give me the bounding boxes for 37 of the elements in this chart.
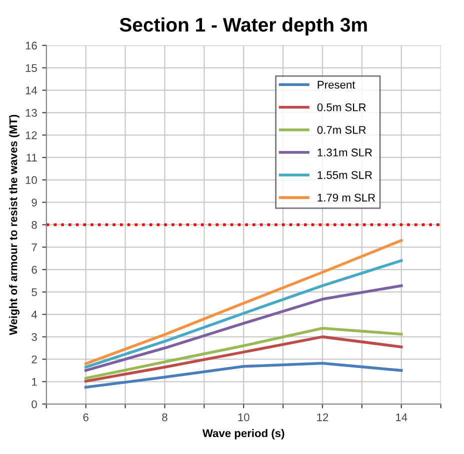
x-axis-title: Wave period (s) — [202, 429, 284, 440]
legend-label: Present — [318, 80, 356, 89]
chart-title: Section 1 - Water depth 3m — [120, 17, 367, 36]
y-tick-label: 14 — [26, 86, 38, 94]
y-tick-label: 16 — [26, 42, 37, 50]
legend-label: 0.7m SLR — [317, 126, 366, 134]
line-series — [84, 335, 403, 383]
y-tick-label: 9 — [32, 198, 37, 206]
y-tick-label: 15 — [26, 64, 37, 72]
y-tick-label: 5 — [32, 288, 37, 296]
line-series — [84, 259, 403, 368]
legend-label: 1.31m SLR — [318, 148, 372, 156]
y-tick-label: 10 — [26, 176, 37, 184]
y-tick-label: 11 — [26, 154, 37, 162]
line-series — [84, 284, 403, 372]
line-series — [84, 326, 403, 380]
y-tick-label: 2 — [32, 355, 37, 364]
y-tick-label: 8 — [32, 220, 37, 229]
legend-label: 1.55m SLR — [318, 171, 372, 179]
x-tick-label: 6 — [83, 413, 88, 422]
legend-label: 1.79 m SLR — [318, 194, 376, 202]
y-tick-label: 3 — [32, 333, 37, 341]
line-series — [84, 362, 403, 389]
x-tick-label: 10 — [238, 413, 250, 422]
y-tick-label: 4 — [31, 310, 38, 318]
line-series — [84, 239, 403, 366]
y-tick-label: 7 — [32, 244, 37, 252]
y-tick-label: 1 — [32, 378, 37, 386]
x-tick-label: 12 — [317, 413, 328, 422]
y-axis-title: Weight of armour to resist the waves (MT) — [9, 114, 20, 336]
y-tick-label: 0 — [32, 400, 37, 408]
x-tick-label: 14 — [396, 413, 408, 422]
y-tick-label: 13 — [26, 108, 37, 117]
y-tick-label: 6 — [32, 266, 37, 274]
y-tick-label: 12 — [26, 131, 37, 140]
x-tick-label: 8 — [162, 413, 168, 422]
legend-label: 0.5m SLR — [317, 103, 366, 112]
